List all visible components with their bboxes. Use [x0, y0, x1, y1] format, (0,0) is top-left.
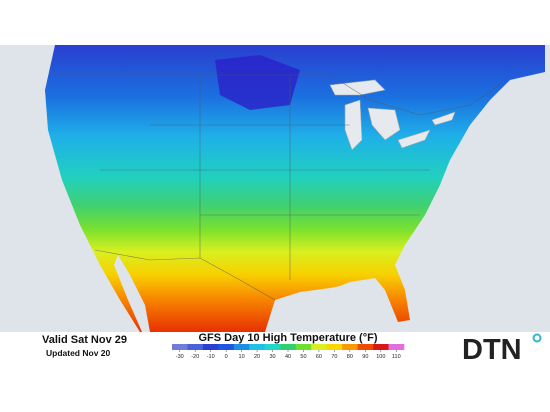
colorbar-segment	[280, 344, 297, 350]
colorbar-label: 20	[254, 354, 260, 360]
colorbar-segment	[373, 344, 389, 350]
colorbar-segment	[326, 344, 343, 350]
colorbar-segment	[202, 344, 219, 350]
colorbar-segment	[233, 344, 250, 350]
colorbar-label: 110	[392, 354, 401, 360]
valid-date: Valid Sat Nov 29	[42, 334, 127, 346]
colorbar-label: 40	[285, 354, 291, 360]
logo-dot	[532, 333, 542, 343]
colorbar-label: 100	[376, 354, 385, 360]
colorbar-label: 90	[362, 354, 368, 360]
colorbar-label: 0	[225, 354, 228, 360]
legend-title: GFS Day 10 High Temperature (°F)	[198, 332, 377, 344]
colorbar-label: -30	[176, 354, 184, 360]
colorbar-segment	[311, 344, 327, 350]
colorbar-segment	[388, 344, 405, 350]
colorbar-label: 10	[239, 354, 245, 360]
cold-pocket	[215, 55, 300, 110]
colorbar-label: -20	[191, 354, 199, 360]
colorbar-label: 70	[331, 354, 337, 360]
colorbar-segment	[342, 344, 358, 350]
colorbar-segment	[357, 344, 374, 350]
colorbar-segment	[218, 344, 235, 350]
colorbar-segment	[187, 344, 204, 350]
colorbar-label: -10	[207, 354, 215, 360]
land	[45, 45, 545, 332]
colorbar-segment	[295, 344, 312, 350]
gulf	[265, 282, 390, 332]
colorbar-label: 50	[300, 354, 306, 360]
colorbar: -30 -20 -10 0 10 20 30 40 50 60 70 80 90 100 110	[172, 344, 405, 360]
borders	[55, 74, 501, 301]
colorbar-label: 60	[316, 354, 322, 360]
logo: DTN	[462, 334, 522, 366]
colorbar-segment	[249, 344, 266, 350]
colorbar-label: 30	[269, 354, 275, 360]
updated-date: Updated Nov 20	[46, 348, 111, 358]
colorbar-segment	[264, 344, 281, 350]
great-lakes	[329, 79, 456, 151]
colorbar-label: 80	[347, 354, 353, 360]
colorbar-segment	[172, 344, 188, 350]
california-gulf	[114, 255, 150, 332]
